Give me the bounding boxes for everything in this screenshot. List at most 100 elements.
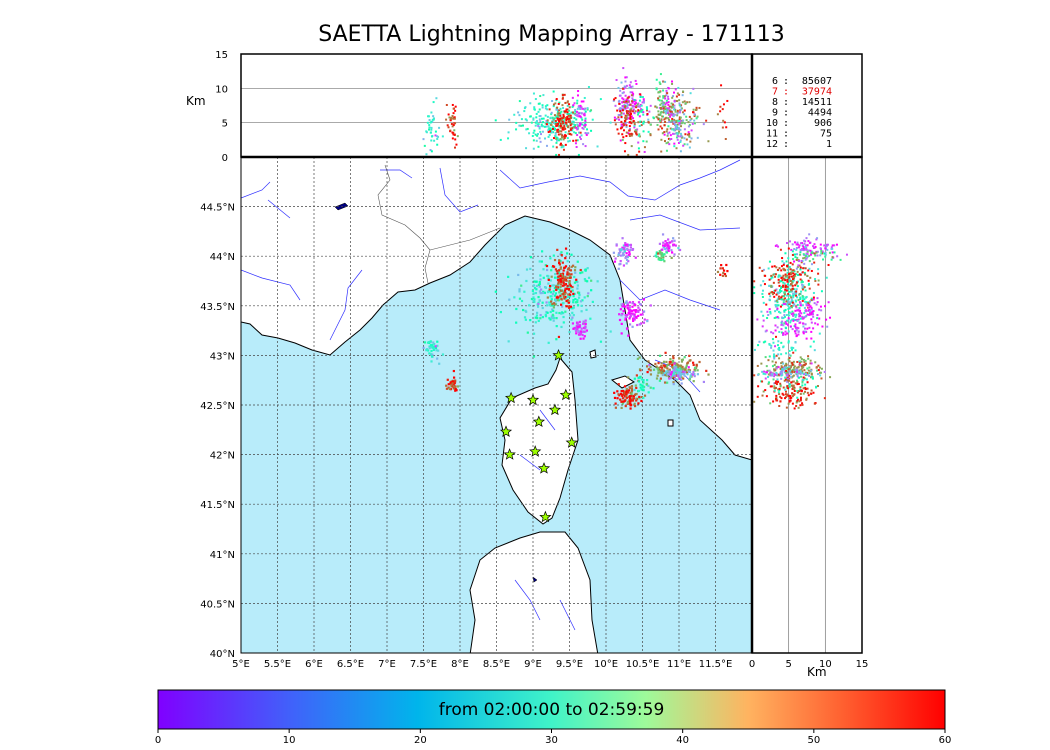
lightning-point (453, 385, 457, 389)
side-tick-label: 5 (785, 659, 791, 670)
lightning-point (799, 268, 802, 271)
lightning-point (584, 322, 587, 325)
lat-tick-label: 44.5°N (200, 203, 235, 214)
lightning-point (789, 371, 792, 374)
lightning-point (564, 247, 568, 250)
lightning-point (792, 292, 795, 295)
lightning-point (804, 388, 807, 391)
lightning-point (655, 78, 658, 81)
lightning-point (639, 93, 642, 96)
lightning-point (667, 118, 670, 121)
station-marker (539, 510, 552, 523)
lon-tick-label: 10°E (594, 659, 618, 670)
lightning-point (672, 376, 675, 379)
lightning-point (824, 305, 827, 308)
lightning-point (666, 92, 669, 95)
lightning-point (545, 268, 549, 272)
lightning-point (569, 114, 572, 117)
colorbar-gradient (157, 689, 946, 730)
lightning-point (555, 153, 558, 156)
lightning-point (649, 369, 652, 372)
lightning-point (778, 357, 781, 360)
lightning-point (680, 378, 683, 381)
lightning-point (829, 316, 832, 319)
lightning-point (662, 372, 665, 375)
lightning-point (724, 138, 727, 141)
colorbar-tick-label: 0 (155, 735, 161, 746)
lightning-point (816, 373, 819, 376)
lightning-point (524, 318, 527, 321)
lightning-point (569, 133, 572, 136)
lightning-point (800, 365, 803, 368)
lightning-point (568, 139, 571, 142)
lightning-point (632, 397, 635, 400)
lightning-point (541, 301, 544, 304)
lightning-point (582, 320, 585, 323)
lightning-point (445, 387, 449, 390)
lightning-point (654, 105, 657, 108)
lightning-point (797, 246, 800, 249)
lightning-point (660, 99, 663, 102)
lightning-point (553, 114, 556, 117)
lightning-point (430, 128, 433, 131)
lightning-point (586, 267, 589, 270)
lightning-point (781, 304, 784, 307)
lightning-point (778, 348, 781, 351)
lightning-point (767, 359, 770, 362)
lightning-point (801, 381, 804, 384)
lightning-point (639, 96, 642, 99)
lightning-point (779, 311, 782, 314)
lightning-point (639, 120, 642, 123)
lightning-point (663, 381, 667, 384)
lightning-point (560, 311, 564, 314)
lightning-point (652, 116, 655, 119)
lightning-point (792, 276, 795, 279)
lightning-point (806, 373, 809, 376)
lightning-point (794, 341, 797, 344)
lightning-point (563, 283, 566, 286)
lightning-point (579, 136, 582, 139)
lightning-point (769, 385, 772, 388)
lightning-point (573, 102, 576, 105)
lightning-point (626, 113, 629, 116)
lightning-point (661, 255, 664, 258)
lightning-point (800, 279, 803, 282)
lightning-point (562, 115, 565, 118)
lightning-point (552, 90, 555, 93)
lightning-point (554, 122, 557, 125)
lightning-point (631, 325, 634, 328)
lightning-point (638, 376, 642, 379)
lightning-point (422, 138, 425, 141)
lightning-point (642, 386, 645, 389)
lightning-point (820, 309, 823, 312)
lightning-point (570, 307, 573, 310)
lightning-point (647, 121, 650, 124)
lightning-point (692, 87, 695, 90)
lightning-point (778, 289, 781, 292)
lightning-point (548, 122, 551, 125)
lightning-point (559, 126, 562, 129)
lightning-point (537, 125, 540, 128)
lightning-point (658, 119, 661, 122)
lightning-point (782, 393, 785, 396)
lightning-point (561, 96, 564, 99)
lightning-point (792, 258, 795, 261)
lightning-point (799, 297, 802, 300)
lightning-point (629, 243, 633, 246)
lightning-point (624, 76, 627, 79)
lightning-point (556, 287, 560, 291)
lightning-point (781, 295, 784, 298)
lightning-point (452, 112, 455, 115)
lightning-point (621, 254, 624, 257)
lightning-point (667, 101, 670, 104)
lightning-point (568, 106, 571, 109)
lightning-point (802, 332, 805, 335)
lightning-point (804, 383, 807, 386)
lightning-point (561, 136, 564, 139)
lightning-point (833, 251, 836, 254)
lightning-point (805, 244, 808, 247)
lightning-point (646, 319, 649, 323)
lightning-point (613, 116, 616, 119)
lightning-point (800, 389, 803, 392)
lightning-point (432, 341, 435, 344)
